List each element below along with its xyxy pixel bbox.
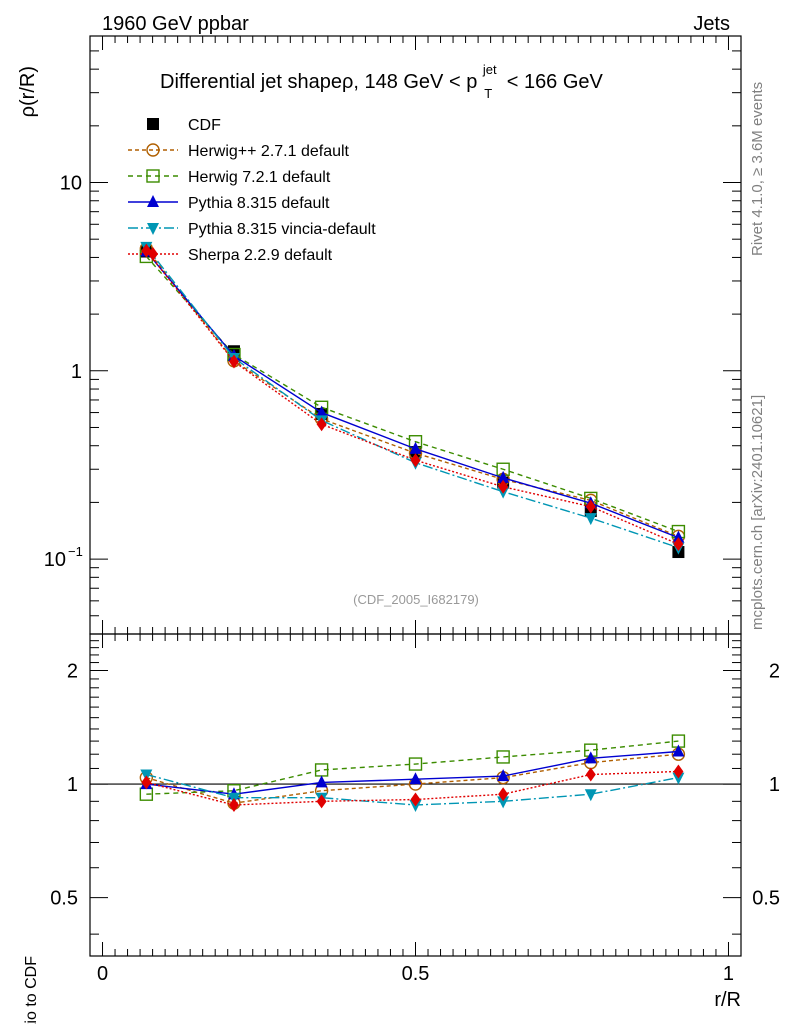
- ratio-tick-label: 1: [67, 774, 78, 796]
- ratio-point-pythia-8-315-default: [584, 751, 597, 764]
- series-line-herwig-2-7-1-default: [145, 248, 679, 538]
- rivet-version-label: Rivet 4.1.0, ≥ 3.6M events: [749, 82, 766, 256]
- ratio-tick-label: 2: [67, 661, 78, 683]
- series-line-sherpa-2-2-9-default: [145, 250, 679, 545]
- legend-label: Pythia 8.315 vincia-default: [188, 221, 376, 238]
- series-point-pythia-8-315-vincia-default: [584, 513, 597, 526]
- x-tick-label: 0.5: [402, 963, 430, 985]
- mcplots-reference-label: mcplots.cern.ch [arXiv:2401.10621]: [749, 395, 766, 630]
- analysis-code-label: (CDF_2005_I682179): [353, 592, 479, 607]
- legend-label: Herwig++ 2.7.1 default: [188, 143, 350, 160]
- ratio-line-herwig-7-2-1-default: [146, 740, 679, 795]
- series-point-sherpa-2-2-9-default: [228, 354, 239, 369]
- ratio-point-pythia-8-315-vincia-default: [497, 796, 510, 809]
- legend-label: Herwig 7.2.1 default: [188, 169, 331, 186]
- series-point-pythia-8-315-default: [672, 530, 685, 543]
- y-axis-label: ρ(r/R): [17, 66, 39, 117]
- legend-marker: [147, 223, 159, 235]
- ratio-point-sherpa-2-2-9-default: [410, 792, 421, 807]
- ratio-point-pythia-8-315-default: [409, 772, 422, 785]
- x-tick-label: 0: [97, 963, 108, 985]
- ratio-point-sherpa-2-2-9-default: [673, 764, 684, 779]
- ratio-point-pythia-8-315-default: [672, 744, 685, 757]
- chart-title-main: Differential jet shapeρ, 148 GeV < p: [160, 71, 477, 93]
- ratio-point-sherpa-2-2-9-default: [498, 787, 509, 802]
- ratio-point-sherpa-2-2-9-default: [585, 767, 596, 782]
- series-point-pythia-8-315-default: [409, 441, 422, 454]
- series-point-sherpa-2-2-9-default: [673, 537, 684, 552]
- main-series-group: [139, 241, 686, 559]
- ratio-point-herwig-7-2-1-default: [496, 750, 510, 764]
- y-tick-label: 10: [44, 549, 66, 571]
- ratio-point-sherpa-2-2-9-default: [228, 798, 239, 813]
- legend-label: CDF: [188, 117, 221, 134]
- legend-marker: [146, 143, 160, 157]
- legend-label: Sherpa 2.2.9 default: [188, 247, 333, 264]
- legend-marker: [146, 169, 160, 183]
- ratio-point-sherpa-2-2-9-default: [316, 794, 327, 809]
- ratio-tick-label-right: 1: [769, 774, 780, 796]
- ratio-axis-label: Ratio to CDF: [23, 956, 40, 1024]
- series-point-sherpa-2-2-9-default: [316, 417, 327, 432]
- ratio-series-group: [139, 734, 686, 813]
- ratio-tick-label-right: 2: [769, 661, 780, 683]
- ratio-point-sherpa-2-2-9-default: [141, 775, 152, 790]
- ratio-point-herwig-7-2-1-default: [408, 757, 423, 771]
- energy-label: 1960 GeV ppbar: [102, 13, 249, 35]
- legend-marker: [147, 195, 159, 207]
- series-point-pythia-8-315-default: [497, 470, 510, 483]
- process-label: Jets: [693, 13, 730, 35]
- x-tick-label: 1: [723, 963, 734, 985]
- legend-label: Pythia 8.315 default: [188, 195, 330, 212]
- y-tick-label-exponent: −1: [68, 544, 83, 559]
- series-point-sherpa-2-2-9-default: [498, 479, 509, 494]
- series-point-sherpa-2-2-9-default: [410, 453, 421, 468]
- legend: CDF Herwig++ 2.7.1 default Herwig 7.2.1 de…: [128, 117, 376, 264]
- legend-marker: [147, 118, 159, 130]
- series-line-herwig-7-2-1-default: [145, 255, 679, 533]
- chart-title-superscript: jet: [482, 62, 497, 77]
- chart-title: Differential jet shapeρ, 148 GeV < p jet…: [160, 57, 604, 103]
- ratio-point-pythia-8-315-vincia-default: [584, 789, 597, 802]
- chart-title-subscript: T: [484, 86, 492, 101]
- series-point-pythia-8-315-default: [315, 405, 328, 418]
- ratio-tick-label: 0.5: [50, 888, 78, 910]
- chart-title-tail: < 166 GeV: [507, 71, 604, 93]
- ratio-point-pythia-8-315-vincia-default: [672, 772, 685, 785]
- ratio-point-pythia-8-315-default: [315, 775, 328, 788]
- series-line-pythia-8-315-default: [145, 251, 679, 539]
- y-tick-label: 10: [60, 173, 82, 195]
- x-axis-label: r/R: [714, 989, 741, 1011]
- series-point-sherpa-2-2-9-default: [585, 499, 596, 514]
- series-line-pythia-8-315-vincia-default: [145, 246, 679, 549]
- ratio-point-pythia-8-315-default: [497, 769, 510, 782]
- ratio-tick-label-right: 0.5: [752, 888, 780, 910]
- legend-marker: [148, 247, 158, 261]
- y-tick-label: 1: [71, 361, 82, 383]
